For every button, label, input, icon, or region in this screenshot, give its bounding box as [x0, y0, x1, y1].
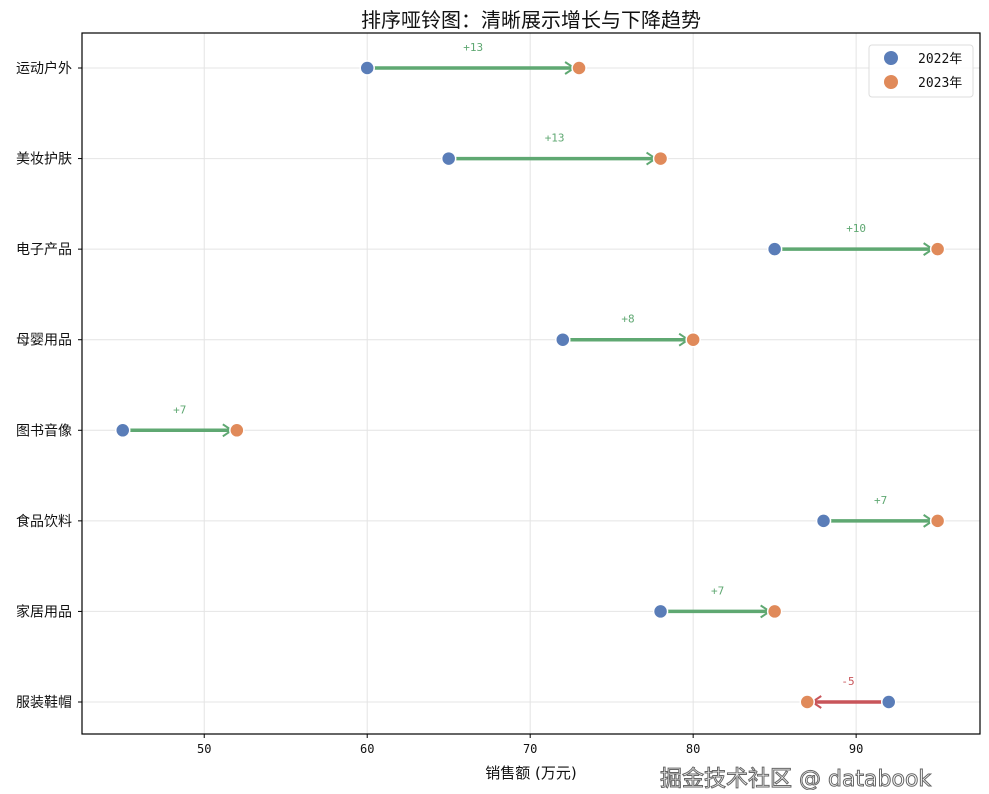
point-2023: [929, 241, 946, 257]
point-2022: [766, 241, 783, 257]
x-tick-label: 90: [849, 742, 863, 756]
point-2022: [880, 694, 897, 710]
y-tick-label: 电子产品: [16, 242, 72, 258]
x-axis: 50 60 70 80 90: [197, 734, 863, 756]
change-label: +10: [846, 222, 866, 235]
change-label: +13: [545, 132, 565, 145]
point-2023: [571, 60, 587, 76]
grid: [82, 33, 980, 734]
y-tick-label: 食品饮料: [16, 513, 72, 530]
watermark: 掘金技术社区 @ databook: [660, 767, 931, 790]
change-label: +13: [463, 41, 483, 54]
legend-marker-2022: [884, 51, 898, 65]
change-label: +7: [874, 494, 887, 507]
x-tick-label: 80: [686, 742, 700, 756]
y-tick-label: 家居用品: [16, 603, 72, 620]
point-2023: [766, 603, 783, 620]
point-2022: [555, 331, 571, 348]
point-2023: [685, 331, 701, 348]
change-label: +7: [173, 403, 186, 416]
legend: 2022年 2023年: [868, 44, 974, 98]
point-2023: [799, 694, 815, 710]
marks: +13 +13 +10 +8 +7 +7 +7 -5: [114, 41, 946, 710]
change-label: -5: [841, 675, 854, 688]
point-2022: [114, 422, 131, 439]
y-tick-label: 美妆护肤: [16, 152, 72, 168]
chart-title: 排序哑铃图：清晰展示增长与下降趋势: [361, 8, 701, 32]
plot-frame: [81, 32, 981, 735]
x-tick-label: 50: [197, 742, 211, 756]
point-2022: [359, 60, 375, 76]
legend-marker-2023: [884, 75, 898, 89]
point-2022: [652, 603, 669, 620]
y-tick-label: 图书音像: [16, 422, 72, 439]
y-tick-label: 运动户外: [16, 60, 72, 77]
x-tick-label: 60: [360, 742, 374, 756]
x-axis-label: 销售额 (万元): [485, 764, 576, 782]
point-2023: [929, 513, 946, 529]
x-tick-label: 70: [523, 742, 537, 756]
change-label: +7: [711, 584, 724, 597]
legend-label-2022: 2022年: [918, 52, 962, 67]
point-2022: [440, 150, 457, 167]
y-tick-label: 母婴用品: [16, 333, 72, 349]
legend-label-2023: 2023年: [918, 76, 962, 91]
point-2022: [815, 513, 832, 529]
point-2023: [229, 422, 245, 439]
point-2023: [652, 150, 669, 167]
y-tick-label: 服装鞋帽: [16, 695, 72, 711]
change-label: +8: [621, 313, 634, 326]
